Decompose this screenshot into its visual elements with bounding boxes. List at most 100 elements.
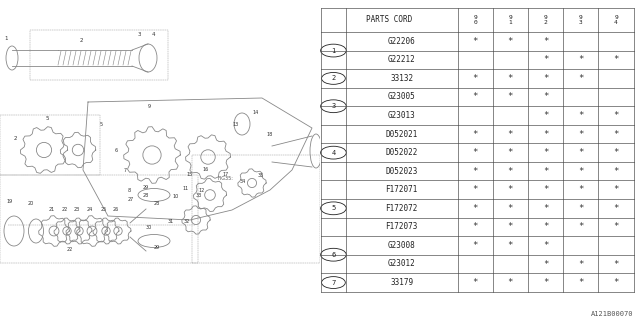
Text: *: * bbox=[472, 204, 478, 213]
Text: *: * bbox=[578, 185, 584, 194]
Text: *: * bbox=[508, 130, 513, 139]
Text: 26: 26 bbox=[113, 207, 119, 212]
Text: *: * bbox=[508, 74, 513, 83]
Text: 17: 17 bbox=[222, 172, 228, 177]
Text: 9
3: 9 3 bbox=[579, 15, 582, 25]
Text: 22: 22 bbox=[62, 207, 68, 212]
Text: *: * bbox=[472, 74, 478, 83]
Text: 8: 8 bbox=[128, 188, 131, 193]
Text: 6: 6 bbox=[115, 148, 118, 153]
Text: D052021: D052021 bbox=[385, 130, 418, 139]
Text: G23008: G23008 bbox=[388, 241, 415, 250]
Text: 28: 28 bbox=[143, 193, 149, 198]
Text: 1: 1 bbox=[4, 36, 8, 41]
Text: *: * bbox=[578, 222, 584, 231]
Text: *: * bbox=[578, 260, 584, 268]
Text: *: * bbox=[578, 55, 584, 64]
Text: *: * bbox=[613, 222, 619, 231]
Text: *: * bbox=[472, 278, 478, 287]
Text: *: * bbox=[543, 74, 548, 83]
Text: *: * bbox=[578, 148, 584, 157]
Text: 33132: 33132 bbox=[390, 74, 413, 83]
Text: D052023: D052023 bbox=[385, 167, 418, 176]
Text: *: * bbox=[508, 92, 513, 101]
Text: *: * bbox=[472, 130, 478, 139]
Text: *: * bbox=[472, 37, 478, 46]
Text: *: * bbox=[508, 37, 513, 46]
Text: *: * bbox=[508, 222, 513, 231]
Text: 33179: 33179 bbox=[390, 278, 413, 287]
Text: 2: 2 bbox=[80, 38, 83, 43]
Text: 13: 13 bbox=[232, 122, 238, 127]
Text: G22206: G22206 bbox=[388, 37, 415, 46]
Text: *: * bbox=[578, 167, 584, 176]
Text: *: * bbox=[543, 37, 548, 46]
Text: 2: 2 bbox=[14, 136, 17, 141]
Text: 15: 15 bbox=[186, 172, 192, 177]
Text: *: * bbox=[613, 260, 619, 268]
Text: 22: 22 bbox=[67, 247, 73, 252]
Text: *: * bbox=[472, 167, 478, 176]
Text: *: * bbox=[543, 111, 548, 120]
Text: *: * bbox=[613, 185, 619, 194]
Text: 3: 3 bbox=[138, 32, 141, 37]
Text: *: * bbox=[508, 278, 513, 287]
Text: *: * bbox=[613, 148, 619, 157]
Text: *: * bbox=[578, 111, 584, 120]
Text: PARTS CORD: PARTS CORD bbox=[366, 15, 413, 25]
Text: *: * bbox=[508, 148, 513, 157]
Text: *: * bbox=[613, 204, 619, 213]
Text: 2: 2 bbox=[332, 76, 335, 81]
Text: *: * bbox=[578, 74, 584, 83]
Text: 31: 31 bbox=[168, 219, 174, 224]
Text: *: * bbox=[613, 55, 619, 64]
Text: 16: 16 bbox=[202, 167, 208, 172]
Text: *: * bbox=[613, 111, 619, 120]
Text: *: * bbox=[543, 167, 548, 176]
Text: *: * bbox=[543, 130, 548, 139]
Text: 33: 33 bbox=[196, 193, 202, 198]
Text: A121B00070: A121B00070 bbox=[591, 311, 634, 317]
Text: *: * bbox=[543, 55, 548, 64]
Text: *: * bbox=[543, 241, 548, 250]
Text: *: * bbox=[508, 204, 513, 213]
Text: 5: 5 bbox=[100, 122, 103, 127]
Text: 11: 11 bbox=[182, 186, 188, 191]
Text: 32: 32 bbox=[184, 219, 190, 224]
Text: *: * bbox=[472, 185, 478, 194]
Text: 9: 9 bbox=[148, 104, 151, 109]
Text: 6: 6 bbox=[332, 252, 335, 258]
Text: F172073: F172073 bbox=[385, 222, 418, 231]
Text: *: * bbox=[543, 148, 548, 157]
Text: 28: 28 bbox=[154, 201, 160, 206]
Text: *: * bbox=[543, 204, 548, 213]
Text: G23005: G23005 bbox=[388, 92, 415, 101]
Text: 1: 1 bbox=[332, 48, 335, 53]
Text: *: * bbox=[613, 130, 619, 139]
Text: 10: 10 bbox=[172, 194, 179, 199]
Text: 20: 20 bbox=[28, 201, 35, 206]
Text: 29: 29 bbox=[154, 245, 160, 250]
Text: 30: 30 bbox=[146, 225, 152, 230]
Text: *: * bbox=[472, 92, 478, 101]
Text: G23012: G23012 bbox=[388, 260, 415, 268]
Text: *: * bbox=[613, 167, 619, 176]
Text: 21: 21 bbox=[49, 207, 55, 212]
Text: *: * bbox=[543, 222, 548, 231]
Text: *: * bbox=[543, 260, 548, 268]
Text: 7: 7 bbox=[332, 280, 335, 285]
Text: F172072: F172072 bbox=[385, 204, 418, 213]
Text: *: * bbox=[543, 185, 548, 194]
Text: 9
0: 9 0 bbox=[474, 15, 477, 25]
Text: 9
1: 9 1 bbox=[509, 15, 512, 25]
Text: 24: 24 bbox=[87, 207, 93, 212]
Text: 7: 7 bbox=[124, 168, 127, 173]
Text: 4: 4 bbox=[152, 32, 156, 37]
Text: 3: 3 bbox=[332, 103, 335, 109]
Text: D052022: D052022 bbox=[385, 148, 418, 157]
Text: 9
4: 9 4 bbox=[614, 15, 618, 25]
Text: 14: 14 bbox=[252, 110, 259, 115]
Text: *: * bbox=[613, 278, 619, 287]
Text: *: * bbox=[578, 130, 584, 139]
Text: 23: 23 bbox=[74, 207, 80, 212]
